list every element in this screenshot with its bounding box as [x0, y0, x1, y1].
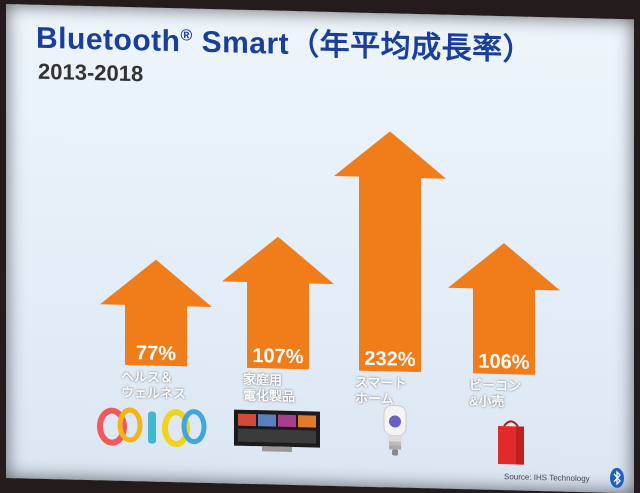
category-label: ヘルス＆ ウェルネス — [121, 368, 187, 402]
value-label: 232% — [364, 348, 415, 371]
growth-arrow — [222, 236, 334, 370]
growth-arrow — [100, 259, 212, 367]
arrow-chart: 77% 107% 232% 106% — [100, 131, 560, 375]
category-label: 家庭用 電化製品 — [243, 371, 296, 405]
value-label: 77% — [136, 342, 176, 365]
wristband-icon — [94, 404, 214, 456]
category-label: ビーコン &小売 — [469, 377, 522, 410]
smart-tv-icon — [232, 408, 322, 461]
smart-bulb-icon — [378, 403, 412, 469]
bluetooth-logo-icon — [609, 467, 625, 489]
slide-screen: Bluetooth® Smart（年平均成長率） 2013-2018 77% 10… — [6, 4, 634, 493]
growth-arrow — [448, 243, 560, 375]
value-label: 107% — [252, 345, 303, 368]
value-label: 106% — [478, 351, 529, 374]
growth-arrow — [334, 131, 446, 373]
shopping-bag-icon — [494, 416, 528, 474]
